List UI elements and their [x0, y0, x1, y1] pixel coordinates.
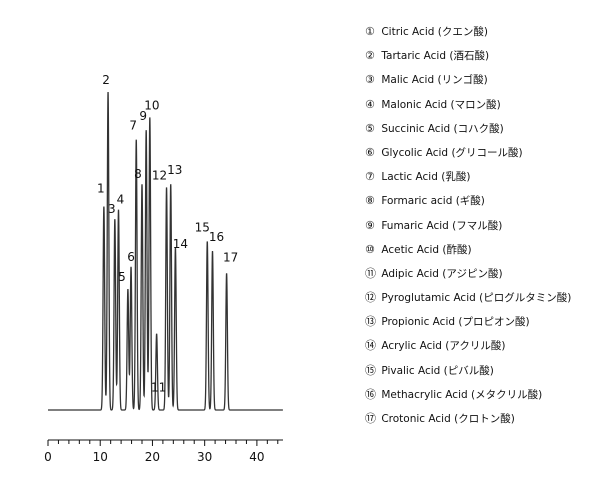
peak-label-8: 8 [134, 167, 142, 181]
x-tick-label: 30 [197, 450, 212, 464]
legend-number: ⑰ [365, 412, 376, 425]
legend-text: Fumaric Acid (フマル酸) [378, 219, 503, 232]
legend-number: ⑭ [365, 339, 376, 353]
legend-number: ⑮ [365, 363, 376, 377]
x-tick-label: 0 [44, 450, 52, 464]
legend-text: Acetic Acid (酢酸) [378, 243, 472, 256]
legend-number: ⑤ [365, 121, 375, 135]
legend-number: ⑥ [365, 145, 375, 159]
peak-label-6: 6 [127, 250, 135, 264]
legend-text: Methacrylic Acid (メタクリル酸) [378, 388, 543, 401]
peak-label-14: 14 [173, 237, 188, 251]
legend-item: ⑩ Acetic Acid (酢酸) [365, 238, 597, 262]
legend-item: ⑫ Pyroglutamic Acid (ピログルタミン酸) [365, 286, 597, 310]
legend-item: ⑨ Fumaric Acid (フマル酸) [365, 214, 597, 238]
x-tick-label: 40 [249, 450, 264, 464]
peak-label-11: 11 [151, 381, 166, 395]
peak-label-12: 12 [152, 168, 167, 182]
legend-text: Formaric acid (ギ酸) [378, 195, 485, 208]
legend-text: Malic Acid (リンゴ酸) [378, 74, 488, 87]
peak-label-5: 5 [118, 270, 126, 284]
legend-text: Propionic Acid (プロピオン酸) [378, 316, 530, 329]
legend-number: ① [365, 25, 375, 38]
legend-number: ⑯ [365, 387, 376, 401]
legend-number: ④ [365, 97, 375, 111]
legend-item: ⑭ Acrylic Acid (アクリル酸) [365, 334, 597, 358]
x-tick-label: 10 [93, 450, 108, 464]
legend-item: ① Citric Acid (クエン酸) [365, 20, 597, 44]
legend-number: ⑧ [365, 194, 375, 208]
legend-number: ③ [365, 73, 375, 87]
peak-label-4: 4 [117, 193, 125, 207]
peak-label-10: 10 [144, 98, 159, 112]
peak-label-7: 7 [129, 119, 137, 133]
legend-item: ⑤ Succinic Acid (コハク酸) [365, 117, 597, 141]
peak-label-15: 15 [195, 220, 210, 234]
legend-number: ⑨ [365, 218, 375, 232]
legend-item: ④ Malonic Acid (マロン酸) [365, 93, 597, 117]
peak-label-17: 17 [223, 250, 238, 264]
legend-item: ⑬ Propionic Acid (プロピオン酸) [365, 310, 597, 334]
legend-item: ⑮ Pivalic Acid (ピバル酸) [365, 359, 597, 383]
legend-text: Citric Acid (クエン酸) [378, 26, 488, 38]
legend-text: Succinic Acid (コハク酸) [378, 122, 504, 135]
legend-text: Acrylic Acid (アクリル酸) [378, 340, 506, 353]
peak-label-3: 3 [108, 202, 116, 216]
legend-text: Malonic Acid (マロン酸) [378, 98, 501, 111]
peak-label-9: 9 [139, 109, 147, 123]
legend-number: ⑬ [365, 315, 376, 329]
legend-text: Tartaric Acid (酒石酸) [378, 50, 490, 63]
legend-number: ⑦ [365, 170, 375, 184]
x-tick-label: 20 [145, 450, 160, 464]
legend-item: ⑦ Lactic Acid (乳酸) [365, 165, 597, 189]
legend-text: Crotonic Acid (クロトン酸) [378, 413, 515, 425]
peak-legend: ① Citric Acid (クエン酸) ② Tartaric Acid (酒石酸… [365, 20, 597, 431]
legend-number: ⑩ [365, 242, 375, 256]
legend-item: ③ Malic Acid (リンゴ酸) [365, 68, 597, 92]
chromatogram-trace [48, 91, 283, 411]
legend-number: ⑫ [365, 291, 376, 305]
legend-item: ⑰ Crotonic Acid (クロトン酸) [365, 407, 597, 431]
legend-number: ⑪ [365, 266, 376, 280]
legend-item: ② Tartaric Acid (酒石酸) [365, 44, 597, 68]
legend-text: Pyroglutamic Acid (ピログルタミン酸) [378, 292, 572, 305]
peak-label-1: 1 [97, 181, 105, 195]
legend-item: ⑥ Glycolic Acid (グリコール酸) [365, 141, 597, 165]
legend-item: ⑯ Methacrylic Acid (メタクリル酸) [365, 383, 597, 407]
legend-text: Pivalic Acid (ピバル酸) [378, 364, 494, 377]
legend-item: ⑪ Adipic Acid (アジピン酸) [365, 262, 597, 286]
legend-text: Glycolic Acid (グリコール酸) [378, 146, 523, 159]
legend-text: Lactic Acid (乳酸) [378, 171, 471, 184]
legend-item: ⑧ Formaric acid (ギ酸) [365, 189, 597, 213]
peak-label-13: 13 [167, 163, 182, 177]
legend-number: ② [365, 49, 375, 63]
legend-text: Adipic Acid (アジピン酸) [378, 267, 503, 280]
peak-label-2: 2 [102, 73, 110, 87]
peak-label-16: 16 [209, 230, 224, 244]
